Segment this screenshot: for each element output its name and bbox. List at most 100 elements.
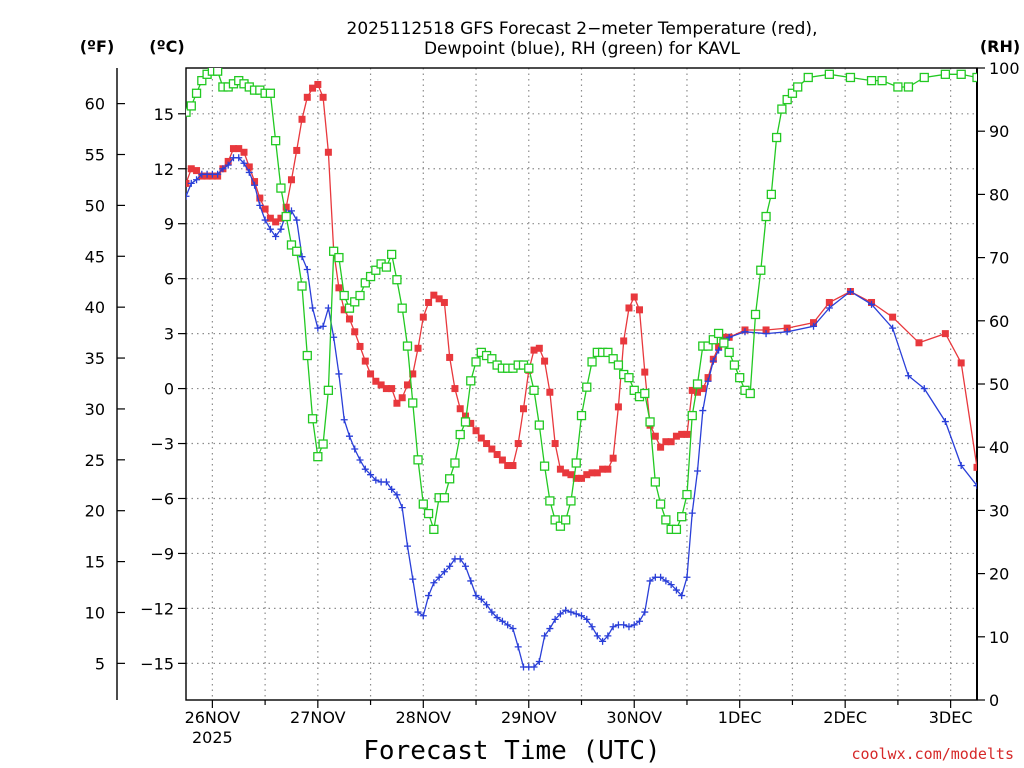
temperature-point	[256, 194, 264, 202]
temperature-point	[403, 381, 411, 389]
temperature-point	[657, 443, 665, 451]
rh-point	[276, 183, 286, 193]
rh-point	[339, 290, 349, 301]
rh-point	[766, 189, 776, 200]
dewpoint-point	[298, 253, 306, 261]
rh-point	[397, 303, 407, 313]
rh-unit-label: (RH)	[980, 37, 1020, 56]
temperature-point	[498, 456, 506, 464]
rh-point	[471, 357, 481, 367]
labels: 2025112518 GFS Forecast 2−meter Temperat…	[80, 19, 1020, 766]
celsius-tick-label: −3	[150, 435, 174, 454]
rh-point	[782, 94, 792, 105]
rh-point	[545, 496, 555, 506]
rh-point	[439, 493, 450, 503]
rh-point	[344, 303, 355, 313]
rh-point	[713, 328, 724, 339]
dewpoint-point	[551, 615, 559, 623]
temperature-point	[514, 440, 522, 448]
temperature-point	[472, 427, 480, 435]
rh-point	[408, 398, 418, 408]
temperature-point	[409, 370, 417, 378]
rh-point	[429, 524, 439, 535]
dewpoint-point	[973, 482, 977, 490]
rh-point	[524, 363, 534, 373]
dewpoint-point	[889, 324, 897, 332]
celsius-tick-label: 0	[164, 380, 174, 399]
temperature-point	[309, 84, 317, 92]
x-tick-label: 3DEC	[929, 708, 973, 727]
temperature-point	[667, 438, 675, 446]
rh-point	[212, 68, 223, 76]
temperature-point	[625, 304, 633, 312]
temperature-point	[562, 469, 570, 477]
dewpoint-point	[725, 333, 733, 341]
rh-point	[893, 82, 903, 92]
temperature-point	[715, 342, 723, 350]
rh-point	[539, 461, 550, 471]
dewpoint-point	[446, 562, 454, 570]
dewpoint-point	[251, 181, 259, 189]
rh-tick-label: 40	[989, 438, 1009, 457]
dewpoint-point	[261, 216, 269, 224]
temperature-point	[377, 381, 385, 389]
rh-point	[334, 252, 344, 263]
temperature-point	[593, 469, 601, 477]
dewpoint-point	[678, 592, 686, 600]
fahrenheit-tick-label: 30	[85, 400, 105, 419]
rh-point	[534, 420, 544, 430]
rh-point	[682, 489, 692, 500]
rh-point	[877, 75, 887, 86]
temperature-point	[762, 326, 770, 334]
temperature-point	[941, 330, 949, 338]
rh-point	[270, 136, 281, 146]
celsius-tick-label: 12	[154, 160, 174, 179]
rh-tick-label: 50	[989, 375, 1009, 394]
temperature-point	[224, 157, 232, 165]
rh-point	[487, 354, 497, 364]
temperature-point	[430, 291, 438, 299]
temperature-point	[425, 298, 433, 306]
dewpoint-point	[588, 623, 596, 631]
rh-point	[576, 410, 587, 421]
dewpoint-point	[219, 165, 227, 173]
rh-point	[302, 350, 312, 361]
dewpoint-point	[314, 324, 322, 332]
dewpoint-point	[941, 418, 949, 426]
temperature-point	[604, 465, 612, 473]
rh-point	[655, 499, 666, 509]
rh-point	[566, 496, 576, 506]
rh-point	[956, 69, 966, 79]
rh-point	[972, 72, 977, 83]
rh-point	[645, 417, 655, 427]
dewpoint-point	[293, 216, 301, 224]
dewpoint-point	[541, 632, 549, 640]
x-tick-label: 26NOV	[185, 708, 241, 727]
dewpoint-point	[493, 614, 501, 622]
rh-point	[355, 290, 365, 301]
rh-point	[460, 417, 471, 427]
rh-point	[313, 452, 323, 462]
temperature-point	[572, 474, 580, 482]
rh-point	[455, 429, 465, 440]
celsius-tick-label: 3	[164, 325, 174, 344]
temperature-point	[345, 315, 353, 323]
rh-point	[692, 379, 703, 389]
temperature-point	[973, 463, 977, 471]
rh-point	[555, 521, 566, 531]
rh-point	[529, 385, 539, 395]
rh-point	[587, 357, 597, 367]
rh-point	[708, 335, 718, 345]
rh-point	[787, 88, 798, 98]
dewpoint-point	[783, 328, 791, 336]
temperature-point	[578, 474, 585, 482]
dewpoint-point	[556, 610, 564, 618]
dewpoint-point	[245, 168, 253, 176]
temperature-point	[519, 405, 527, 413]
dewpoint-point	[715, 346, 723, 354]
temperature-point	[461, 412, 469, 420]
temperature-point	[398, 394, 406, 402]
dewpoint-point	[741, 328, 749, 336]
dewpoint-point	[435, 573, 443, 581]
